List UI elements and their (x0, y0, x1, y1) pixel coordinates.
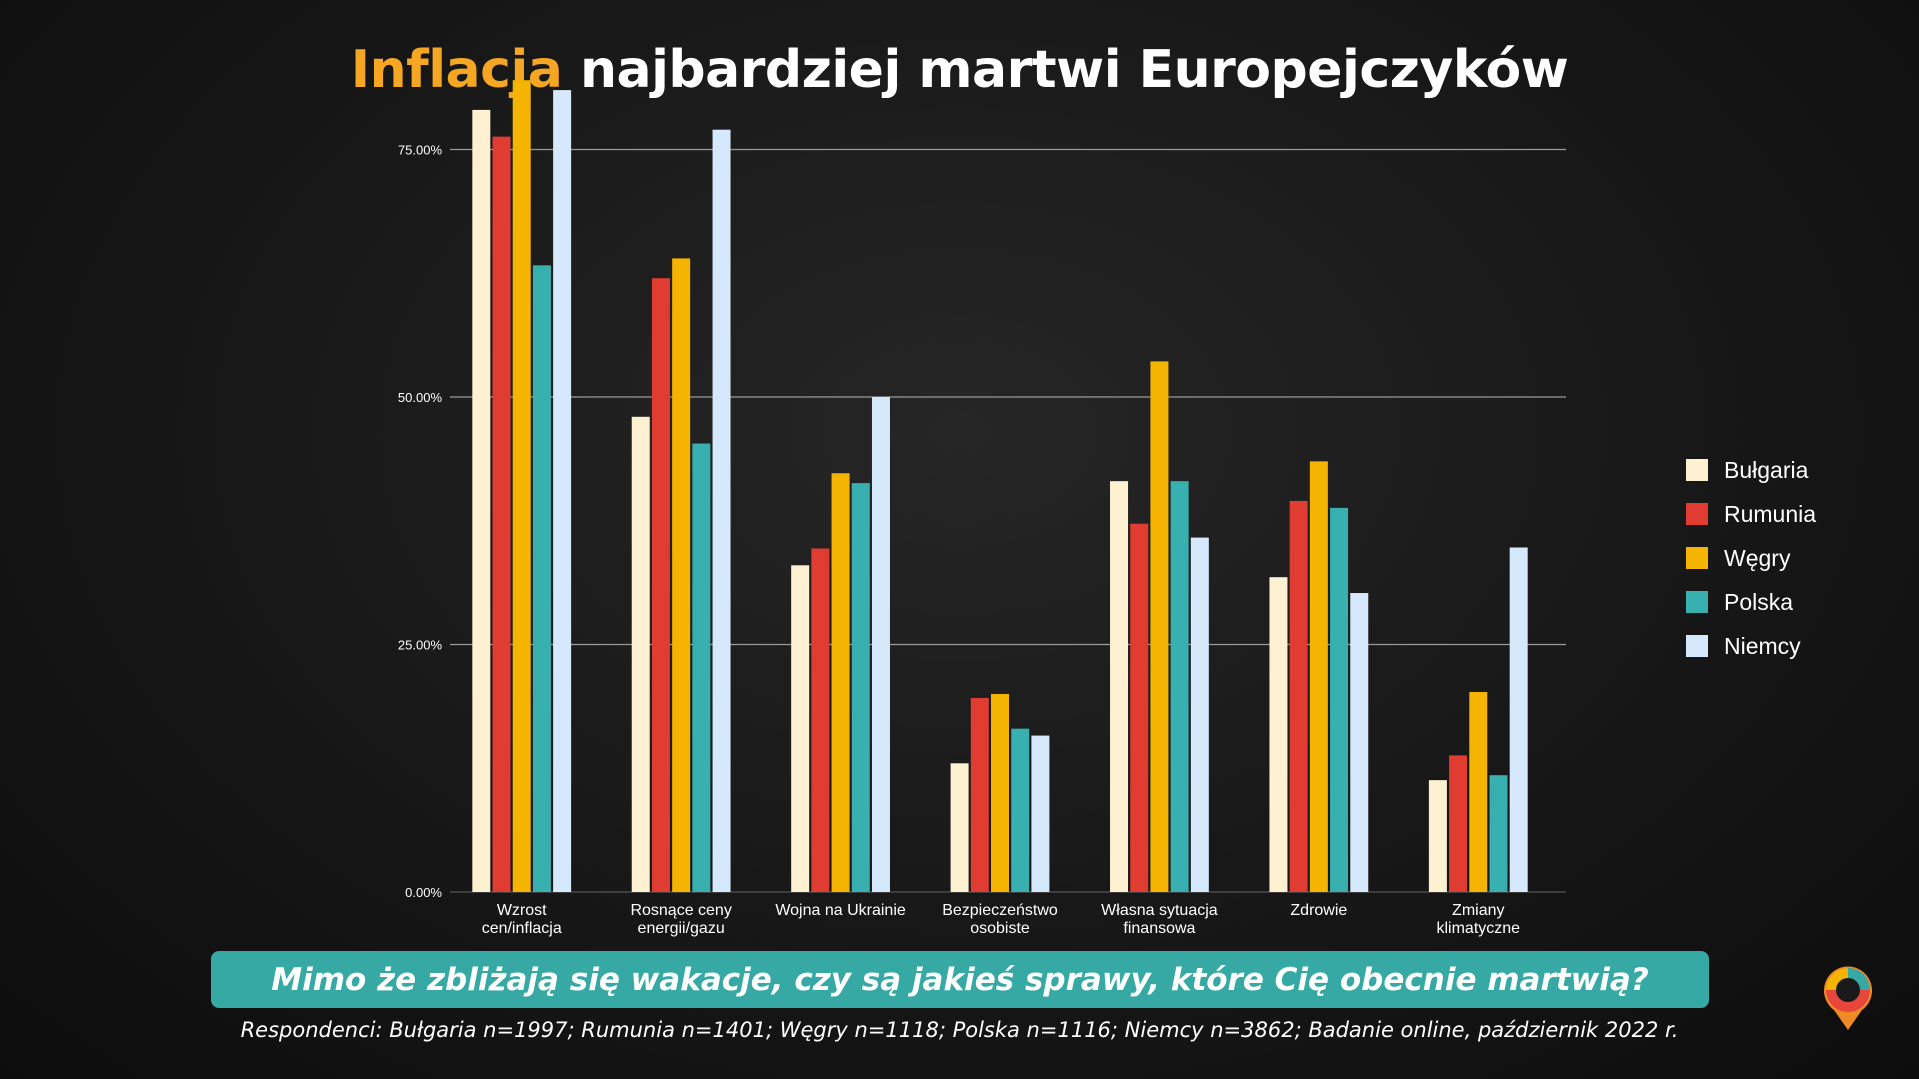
bar (692, 443, 711, 892)
survey-question-banner: Mimo że zbliżają się wakacje, czy są jak… (211, 951, 1709, 1008)
legend-swatch (1686, 547, 1708, 569)
chart-legend: Bułgaria Rumunia Węgry Polska Niemcy (1686, 448, 1816, 668)
x-tick-label: Zmiany klimatyczne (1436, 902, 1520, 937)
legend-label: Rumunia (1724, 500, 1817, 527)
bar (811, 548, 830, 892)
bar (851, 483, 870, 892)
legend-item: Rumunia (1686, 492, 1816, 536)
legend-item: Bułgaria (1686, 448, 1816, 492)
y-tick-label: 25.00% (398, 638, 443, 653)
bar (1269, 577, 1288, 892)
bar (1110, 481, 1129, 892)
page-title: Inflacja najbardziej martwi Europejczykó… (0, 40, 1919, 100)
x-tick-label: Rosnące ceny energii/gazu (630, 902, 731, 937)
legend-item: Niemcy (1686, 624, 1816, 668)
respondents-footnote: Respondenci: Bułgaria n=1997; Rumunia n=… (240, 1018, 1679, 1042)
bar (631, 416, 650, 892)
legend-label: Bułgaria (1724, 456, 1809, 483)
bar (1130, 523, 1149, 892)
bar (1330, 507, 1349, 892)
y-tick-label: 75.00% (398, 143, 443, 158)
legend-swatch (1686, 591, 1708, 613)
legend-item: Węgry (1686, 536, 1816, 580)
legend-swatch (1686, 459, 1708, 481)
bar (1031, 735, 1050, 892)
bar (1489, 775, 1508, 892)
bar (1011, 728, 1030, 892)
bar (791, 565, 810, 892)
bar (1350, 593, 1369, 892)
bar (512, 80, 531, 892)
bar (1190, 537, 1209, 892)
y-tick-label: 50.00% (398, 390, 443, 405)
bar (991, 694, 1009, 892)
bar (970, 697, 989, 892)
legend-label: Niemcy (1724, 632, 1801, 659)
bar (472, 109, 491, 892)
x-tick-label: Zdrowie (1290, 902, 1347, 919)
legend-label: Węgry (1724, 544, 1791, 571)
bar (871, 397, 890, 892)
bar (553, 90, 572, 893)
bar (950, 763, 969, 892)
bar (1309, 461, 1328, 892)
bar (651, 278, 670, 892)
title-rest: najbardziej martwi Europejczyków (562, 40, 1569, 100)
bar (712, 129, 731, 892)
y-tick-label: 0.00% (405, 885, 442, 900)
legend-swatch (1686, 503, 1708, 525)
bar (1428, 780, 1447, 892)
x-tick-label: Własna sytuacja finansowa (1101, 902, 1218, 937)
bar (1449, 755, 1468, 892)
bar (532, 265, 551, 893)
bar (1150, 361, 1169, 892)
bar (492, 136, 511, 892)
map-pin-logo-icon (1824, 966, 1872, 1030)
bar (1289, 500, 1308, 892)
bar (1469, 692, 1488, 892)
bar-chart: 0.00% 25.00% 50.00% 75.00% Wzrost cen/inflacj… (398, 80, 1566, 937)
legend-swatch (1686, 635, 1708, 657)
bar (1509, 547, 1528, 892)
bar (1170, 481, 1189, 892)
x-tick-label: Wzrost cen/inflacja (482, 902, 562, 937)
bar (831, 473, 850, 892)
x-tick-label: Bezpieczeństwo osobiste (942, 902, 1058, 937)
x-tick-label: Wojna na Ukrainie (775, 902, 906, 919)
legend-label: Polska (1724, 588, 1794, 615)
legend-item: Polska (1686, 580, 1816, 624)
bar (672, 258, 691, 892)
